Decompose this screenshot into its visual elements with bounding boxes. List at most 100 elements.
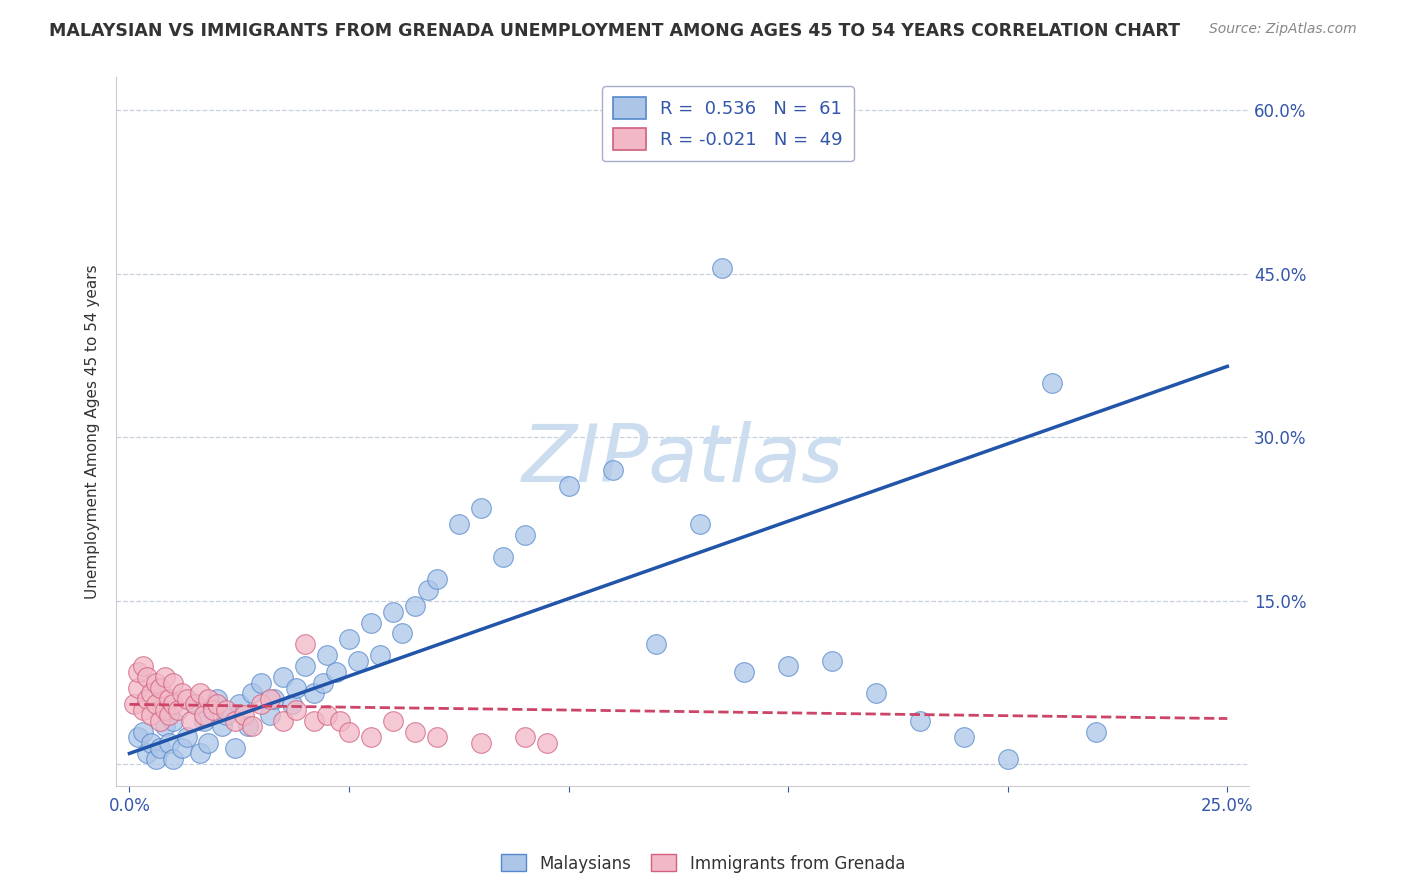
Point: [492, 550, 515, 565]
Point: [337, 632, 360, 646]
Point: [141, 708, 163, 723]
Point: [271, 670, 294, 684]
Point: [141, 735, 163, 749]
Text: Source: ZipAtlas.com: Source: ZipAtlas.com: [1209, 22, 1357, 37]
Point: [136, 670, 159, 684]
Point: [184, 698, 207, 712]
Point: [329, 714, 352, 728]
Point: [166, 703, 188, 717]
Point: [149, 741, 172, 756]
Point: [145, 675, 167, 690]
Point: [908, 714, 931, 728]
Point: [131, 703, 153, 717]
Point: [172, 686, 194, 700]
Point: [263, 692, 285, 706]
Point: [381, 714, 404, 728]
Point: [153, 703, 176, 717]
Point: [149, 714, 172, 728]
Point: [337, 724, 360, 739]
Point: [416, 582, 439, 597]
Point: [136, 747, 159, 761]
Point: [821, 654, 844, 668]
Point: [193, 714, 215, 728]
Point: [360, 615, 382, 630]
Point: [153, 670, 176, 684]
Point: [285, 681, 308, 695]
Point: [602, 463, 624, 477]
Point: [224, 741, 246, 756]
Point: [360, 730, 382, 744]
Point: [325, 665, 347, 679]
Point: [172, 741, 194, 756]
Point: [733, 665, 755, 679]
Point: [149, 681, 172, 695]
Text: MALAYSIAN VS IMMIGRANTS FROM GRENADA UNEMPLOYMENT AMONG AGES 45 TO 54 YEARS CORR: MALAYSIAN VS IMMIGRANTS FROM GRENADA UNE…: [49, 22, 1180, 40]
Point: [426, 730, 449, 744]
Point: [131, 659, 153, 673]
Point: [207, 698, 229, 712]
Point: [224, 714, 246, 728]
Point: [176, 692, 198, 706]
Point: [294, 659, 316, 673]
Point: [778, 659, 800, 673]
Legend: R =  0.536   N =  61, R = -0.021   N =  49: R = 0.536 N = 61, R = -0.021 N = 49: [603, 87, 853, 161]
Point: [215, 708, 238, 723]
Point: [311, 675, 333, 690]
Point: [865, 686, 887, 700]
Point: [201, 703, 224, 717]
Point: [188, 686, 211, 700]
Point: [232, 708, 254, 723]
Y-axis label: Unemployment Among Ages 45 to 54 years: Unemployment Among Ages 45 to 54 years: [86, 265, 100, 599]
Point: [294, 637, 316, 651]
Point: [236, 719, 259, 733]
Point: [136, 692, 159, 706]
Point: [470, 735, 492, 749]
Point: [141, 686, 163, 700]
Point: [557, 479, 579, 493]
Point: [1040, 376, 1063, 390]
Point: [316, 708, 339, 723]
Point: [997, 752, 1019, 766]
Point: [131, 724, 153, 739]
Point: [953, 730, 976, 744]
Point: [281, 698, 304, 712]
Point: [193, 708, 215, 723]
Point: [153, 719, 176, 733]
Point: [404, 599, 426, 614]
Point: [302, 686, 325, 700]
Point: [162, 752, 184, 766]
Point: [215, 703, 238, 717]
Point: [250, 675, 273, 690]
Point: [162, 675, 184, 690]
Point: [188, 747, 211, 761]
Point: [145, 752, 167, 766]
Point: [176, 730, 198, 744]
Point: [162, 698, 184, 712]
Point: [316, 648, 339, 663]
Point: [242, 719, 264, 733]
Point: [346, 654, 368, 668]
Point: [711, 261, 734, 276]
Point: [127, 665, 149, 679]
Point: [127, 681, 149, 695]
Point: [536, 735, 558, 749]
Point: [184, 698, 207, 712]
Point: [157, 692, 180, 706]
Point: [197, 692, 219, 706]
Point: [228, 698, 250, 712]
Point: [157, 708, 180, 723]
Point: [242, 686, 264, 700]
Point: [157, 735, 180, 749]
Point: [211, 719, 233, 733]
Point: [285, 703, 308, 717]
Point: [404, 724, 426, 739]
Point: [381, 605, 404, 619]
Point: [302, 714, 325, 728]
Point: [645, 637, 668, 651]
Point: [259, 692, 281, 706]
Point: [426, 572, 449, 586]
Point: [368, 648, 391, 663]
Point: [207, 692, 229, 706]
Point: [271, 714, 294, 728]
Point: [127, 730, 149, 744]
